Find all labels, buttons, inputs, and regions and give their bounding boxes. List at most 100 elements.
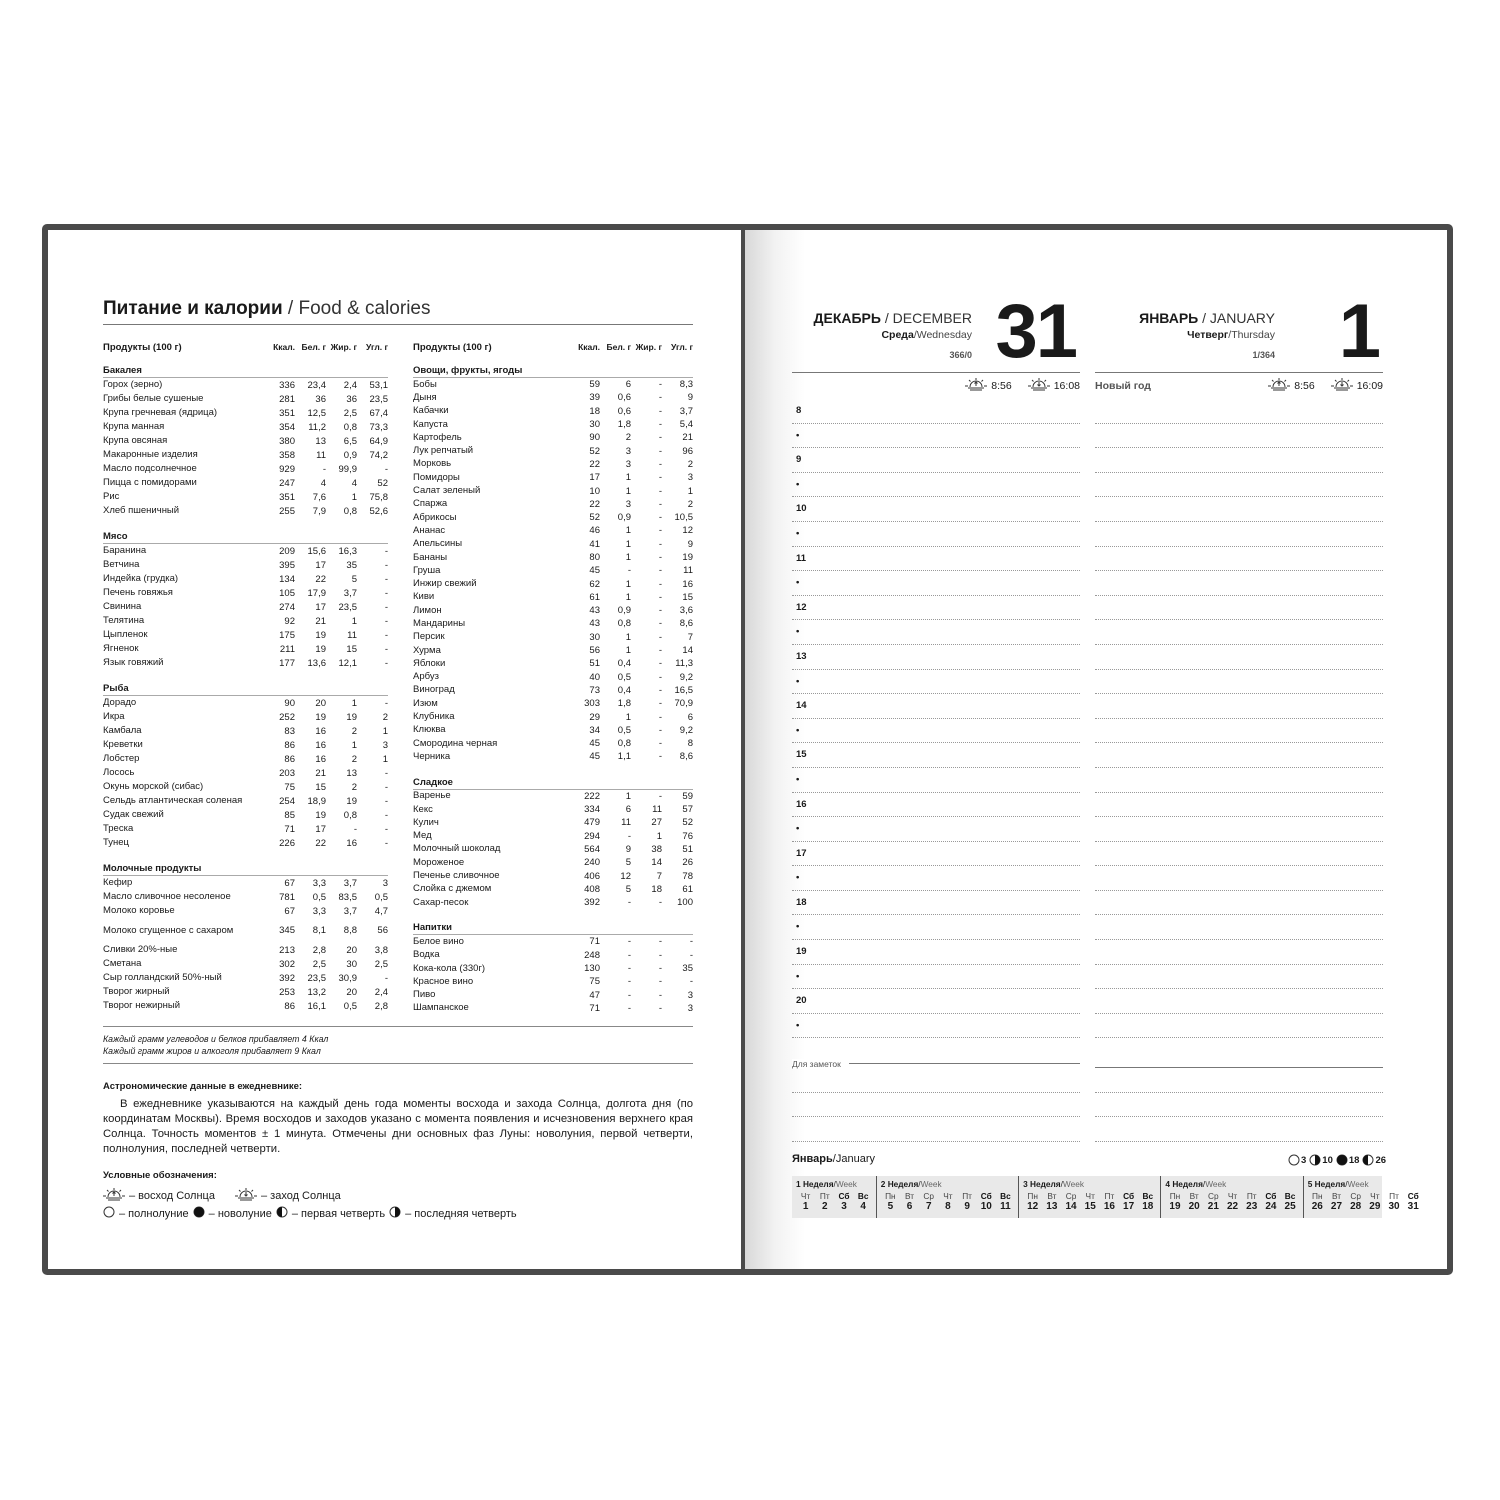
hour-slot[interactable]: [1095, 965, 1383, 990]
hour-slot[interactable]: [1095, 399, 1383, 424]
calendar-day[interactable]: Вс 18: [1138, 1189, 1157, 1212]
hour-slot[interactable]: 12: [792, 596, 1080, 621]
hour-slot[interactable]: [1095, 743, 1383, 768]
calendar-day[interactable]: Пн 26: [1308, 1189, 1327, 1212]
calendar-day[interactable]: Ср 21: [1204, 1189, 1223, 1212]
hour-lines-jan-1[interactable]: [1095, 399, 1383, 1039]
hour-slot[interactable]: [1095, 448, 1383, 473]
hour-slot[interactable]: [1095, 915, 1383, 941]
hour-slot[interactable]: 17: [792, 842, 1080, 867]
hour-slot[interactable]: •: [792, 620, 1080, 645]
calendar-day[interactable]: Ср 28: [1346, 1189, 1365, 1212]
hour-slot[interactable]: •: [792, 1014, 1080, 1039]
hour-slot[interactable]: 18: [792, 891, 1080, 916]
calendar-day[interactable]: Вс 25: [1281, 1189, 1300, 1212]
hour-slot[interactable]: •: [792, 965, 1080, 990]
hour-slot[interactable]: [1095, 497, 1383, 522]
calendar-day[interactable]: Вт 20: [1185, 1189, 1204, 1212]
calendar-day[interactable]: Ср 14: [1061, 1189, 1080, 1212]
hour-slot[interactable]: [1095, 620, 1383, 645]
hour-slot[interactable]: •: [792, 768, 1080, 793]
calendar-day[interactable]: Пн 12: [1023, 1189, 1042, 1212]
hour-slot[interactable]: 14: [792, 694, 1080, 719]
hour-slot[interactable]: [1095, 571, 1383, 596]
hour-slot[interactable]: [1095, 645, 1383, 670]
hour-slot[interactable]: [1095, 596, 1383, 621]
calendar-day[interactable]: Сб 10: [977, 1189, 996, 1212]
calendar-day[interactable]: Чт 29: [1365, 1189, 1384, 1212]
hour-slot[interactable]: [1095, 817, 1383, 842]
hour-slot[interactable]: [1095, 670, 1383, 695]
hour-slot[interactable]: •: [792, 817, 1080, 842]
hour-slot[interactable]: [1095, 1014, 1383, 1039]
notes-line[interactable]: [1095, 1068, 1383, 1093]
notes-line[interactable]: [1095, 1117, 1383, 1142]
hour-slot[interactable]: [1095, 989, 1383, 1014]
hour-slot[interactable]: •: [792, 719, 1080, 744]
hour-lines-dec-31[interactable]: 8 • 9 • 10 • 11 • 12 • 13 • 14 • 15 • 16 • 17 • 18 • 19 • 20 •: [792, 399, 1080, 1039]
calendar-day[interactable]: Чт 1: [796, 1189, 815, 1212]
hour-slot[interactable]: 19: [792, 940, 1080, 965]
hour-slot[interactable]: •: [792, 866, 1080, 891]
calendar-day[interactable]: Чт 22: [1223, 1189, 1242, 1212]
notes-area-dec-31[interactable]: Для заметок: [792, 1052, 1080, 1142]
calendar-day[interactable]: Сб 24: [1261, 1189, 1280, 1212]
calendar-day[interactable]: Пн 19: [1165, 1189, 1184, 1212]
calendar-day[interactable]: Вт 13: [1042, 1189, 1061, 1212]
calendar-day[interactable]: Сб 17: [1119, 1189, 1138, 1212]
notes-line[interactable]: [1095, 1093, 1383, 1118]
hour-slot[interactable]: [1095, 694, 1383, 719]
calendar-day[interactable]: Вс 4: [854, 1189, 873, 1212]
hour-slot[interactable]: •: [792, 670, 1080, 695]
hour-slot[interactable]: •: [792, 424, 1080, 449]
hour-slot[interactable]: •: [792, 571, 1080, 596]
notes-line[interactable]: [792, 1117, 1080, 1142]
calendar-day[interactable]: Пн 5: [881, 1189, 900, 1212]
hour-slot[interactable]: [1095, 473, 1383, 498]
hour-slot[interactable]: [1095, 424, 1383, 449]
calendar-day[interactable]: Пт 23: [1242, 1189, 1261, 1212]
hour-slot[interactable]: [1095, 522, 1383, 547]
calendar-day[interactable]: Вт 27: [1327, 1189, 1346, 1212]
weekday-abbr: Вс: [1284, 1191, 1296, 1201]
hour-slot[interactable]: [1095, 768, 1383, 793]
hour-slot[interactable]: 8: [792, 399, 1080, 424]
cell-value: 3: [382, 739, 388, 751]
calendar-day[interactable]: Сб 31: [1404, 1189, 1423, 1212]
hour-slot[interactable]: [1095, 719, 1383, 744]
hour-slot[interactable]: •: [792, 473, 1080, 498]
hour-slot[interactable]: 16: [792, 793, 1080, 818]
calendar-day[interactable]: Чт 8: [938, 1189, 957, 1212]
calendar-day[interactable]: Вт 6: [900, 1189, 919, 1212]
hour-slot[interactable]: 11: [792, 547, 1080, 572]
cell-value: 0,8: [343, 809, 357, 821]
hour-slot[interactable]: •: [792, 915, 1080, 941]
hour-slot[interactable]: 15: [792, 743, 1080, 768]
hour-slot[interactable]: [1095, 866, 1383, 891]
hour-slot[interactable]: 9: [792, 448, 1080, 473]
calendar-day[interactable]: Чт 15: [1081, 1189, 1100, 1212]
hour-slot[interactable]: [1095, 940, 1383, 965]
hour-slot[interactable]: [1095, 547, 1383, 572]
notes-area-jan-1[interactable]: [1095, 1052, 1383, 1142]
calendar-day[interactable]: Сб 3: [834, 1189, 853, 1212]
calendar-day[interactable]: Пт 16: [1100, 1189, 1119, 1212]
notes-line[interactable]: [792, 1093, 1080, 1118]
notes-line[interactable]: [792, 1068, 1080, 1093]
calendar-day[interactable]: Пт 2: [815, 1189, 834, 1212]
calendar-day[interactable]: Вс 11: [996, 1189, 1015, 1212]
hour-slot[interactable]: 13: [792, 645, 1080, 670]
cell-value: 7: [656, 870, 662, 882]
calendar-day[interactable]: Ср 7: [919, 1189, 938, 1212]
hour-slot[interactable]: •: [792, 522, 1080, 547]
calendar-day[interactable]: Пт 9: [958, 1189, 977, 1212]
hour-slot[interactable]: [1095, 891, 1383, 916]
calendar-day[interactable]: Пт 30: [1384, 1189, 1403, 1212]
notes-line[interactable]: [1095, 1052, 1383, 1068]
hour-slot[interactable]: [1095, 793, 1383, 818]
notes-line[interactable]: Для заметок: [792, 1052, 1080, 1069]
product-name: Сливки 20%-ные: [103, 944, 178, 956]
hour-slot[interactable]: [1095, 842, 1383, 867]
hour-slot[interactable]: 20: [792, 989, 1080, 1014]
hour-slot[interactable]: 10: [792, 497, 1080, 522]
